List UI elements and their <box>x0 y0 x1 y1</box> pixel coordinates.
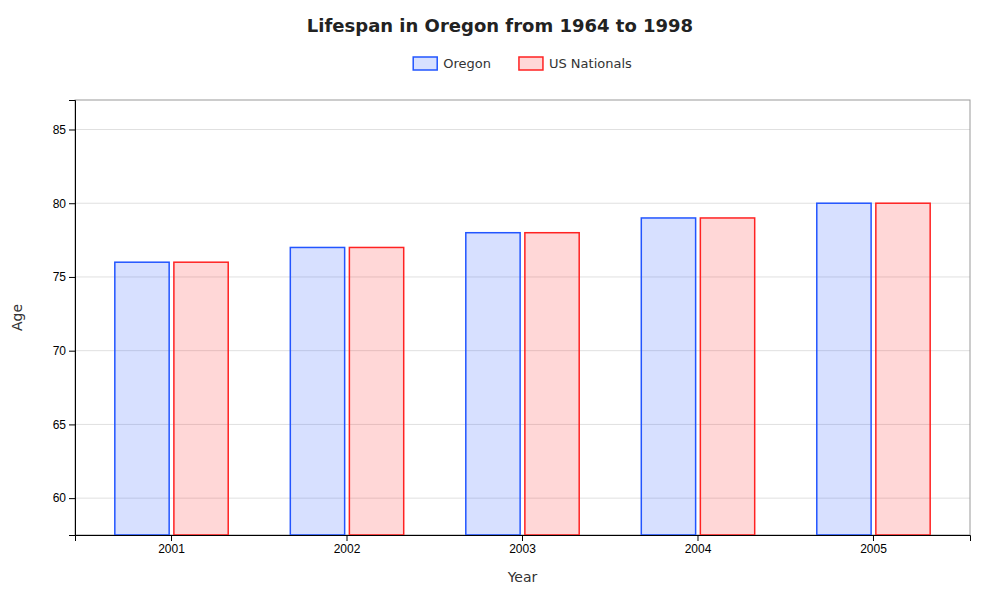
y-tick-label: 75 <box>53 270 67 284</box>
bar <box>525 233 579 535</box>
bars <box>115 203 930 535</box>
y-tick: 65 <box>53 418 75 432</box>
bar-series <box>174 203 930 535</box>
y-tick-label: 60 <box>53 491 67 505</box>
x-tick-mark <box>171 535 172 541</box>
y-tick: 75 <box>53 270 75 284</box>
y-tick: 60 <box>53 491 75 505</box>
bar <box>174 262 228 535</box>
y-tick-mark <box>69 424 75 425</box>
y-axis: 60 65 70 75 80 85 <box>53 101 76 536</box>
chart-title: Lifespan in Oregon from 1964 to 1998 <box>307 15 693 36</box>
x-tick: 2002 <box>334 535 361 556</box>
x-tick-label: 2005 <box>860 542 887 556</box>
legend-swatch <box>519 57 543 70</box>
y-tick-mark <box>69 277 75 278</box>
y-tick-mark <box>69 498 75 499</box>
plot: 2001 2002 2003 2004 2005 60 65 70 75 80 85 <box>53 100 971 556</box>
y-tick: 85 <box>53 123 75 137</box>
y-tick-mark <box>69 203 75 204</box>
bar <box>290 247 344 535</box>
x-tick-mark <box>347 535 348 541</box>
x-tick-mark <box>522 535 523 541</box>
x-tick-label: 2004 <box>685 542 712 556</box>
x-tick: 2003 <box>509 535 536 556</box>
x-tick: 2005 <box>860 535 887 556</box>
bar <box>466 233 520 535</box>
y-tick-mark <box>69 129 75 130</box>
y-tick: 80 <box>53 197 75 211</box>
x-axis: 2001 2002 2003 2004 2005 <box>76 535 971 556</box>
y-tick-label: 70 <box>53 344 67 358</box>
legend-item: Oregon <box>413 56 491 71</box>
x-tick-mark <box>697 535 698 541</box>
bar <box>349 247 403 535</box>
legend-item: US Nationals <box>519 56 632 71</box>
chart-root: 2001 2002 2003 2004 2005 60 65 70 75 80 85 Year Age L… <box>0 0 1000 600</box>
y-tick-label: 65 <box>53 418 67 432</box>
bar <box>700 218 754 535</box>
x-tick-label: 2001 <box>158 542 185 556</box>
legend: Oregon US Nationals <box>413 56 632 71</box>
x-tick: 2004 <box>685 535 712 556</box>
axis-domain <box>76 536 971 542</box>
plot-frame <box>75 100 970 535</box>
y-tick: 70 <box>53 344 75 358</box>
x-tick-label: 2002 <box>334 542 361 556</box>
legend-label: Oregon <box>443 56 491 71</box>
y-tick-mark <box>69 351 75 352</box>
legend-swatch <box>413 57 437 70</box>
y-tick-label: 85 <box>53 123 67 137</box>
legend-label: US Nationals <box>549 56 632 71</box>
y-tick-label: 80 <box>53 197 67 211</box>
axis-domain <box>69 101 76 536</box>
bar <box>641 218 695 535</box>
y-axis-title: Age <box>9 304 25 331</box>
x-tick-mark <box>873 535 874 541</box>
x-axis-title: Year <box>507 569 538 585</box>
x-tick: 2001 <box>158 535 185 556</box>
bar <box>876 203 930 535</box>
bar <box>115 262 169 535</box>
bar-series <box>115 203 871 535</box>
x-tick-label: 2003 <box>509 542 536 556</box>
bar <box>817 203 871 535</box>
grid-line <box>75 129 970 130</box>
